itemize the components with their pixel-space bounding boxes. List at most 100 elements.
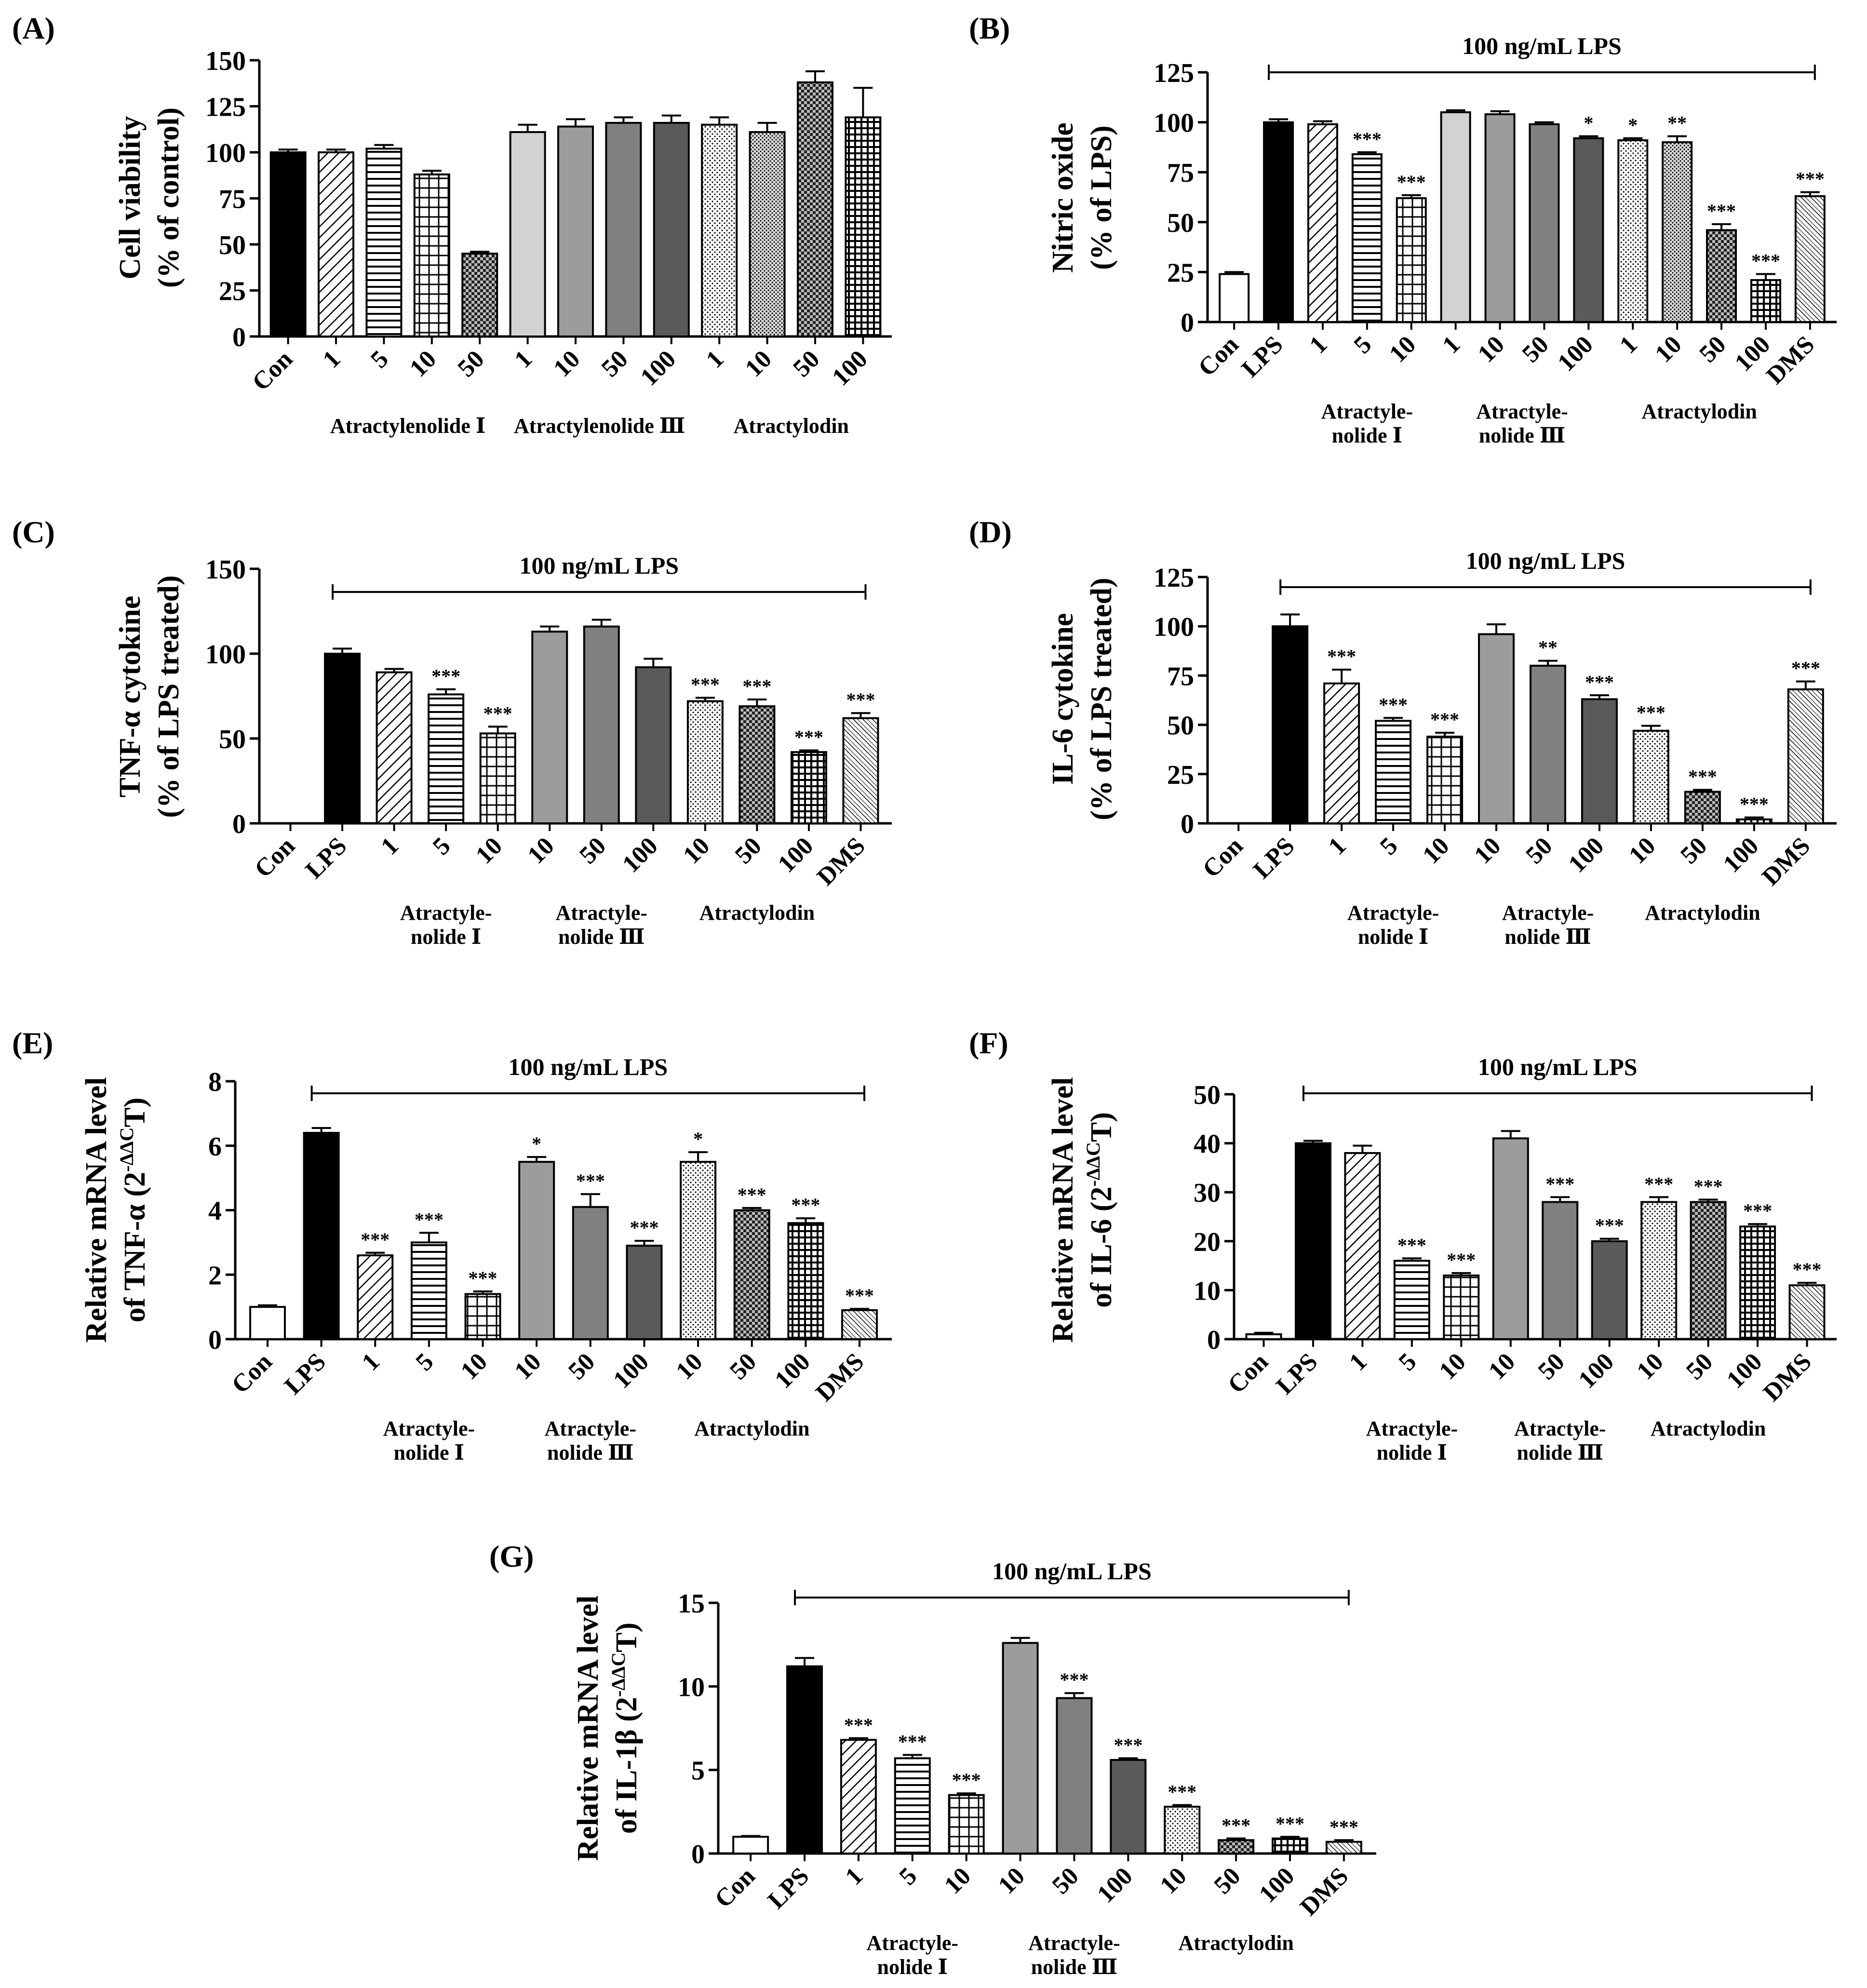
bar [531,631,568,824]
bar [413,173,450,337]
group-label: nolide Ⅲ [1504,925,1591,949]
bar [787,1222,824,1340]
group-label: nolide Ⅲ [558,925,645,949]
group-label: Atractyle- [1502,901,1594,925]
y-axis-label-line2: of TNF-α (2-ΔΔCT) [116,1098,151,1323]
significance-stars: *** [1793,1259,1822,1280]
bar [1272,625,1309,824]
bar [840,1739,877,1854]
y-tick-label: 75 [1167,661,1194,691]
lps-label: 100 ng/mL LPS [1462,32,1622,59]
bar [894,1757,931,1854]
y-tick-label: 8 [208,1067,222,1097]
bar [1640,1201,1678,1341]
x-tick-label: 50 [596,345,633,382]
lps-label: 100 ng/mL LPS [1466,547,1625,574]
significance-stars: * [1628,114,1638,136]
group-label: Atractylodin [1645,901,1760,925]
group-label: Atractyle- [383,1417,475,1440]
x-tick-label: Con [1197,832,1249,883]
x-tick-label: 50 [725,1348,762,1385]
x-tick-label: 100 [769,1348,815,1394]
x-tick-label: 100 [608,1348,654,1394]
x-tick-label: 10 [523,832,560,869]
y-tick-label: 100 [1154,108,1194,138]
y-axis-label-line1: IL-6 cytokine [1047,613,1079,785]
y-tick-label: 10 [678,1672,705,1702]
x-tick-label: 10 [1434,1348,1471,1385]
x-tick-label: 10 [740,345,777,382]
x-tick-label: Con [247,345,298,396]
group-label: Atractylodin [1641,400,1757,423]
bar [1440,111,1471,323]
bar [1218,1839,1255,1854]
significance-stars: *** [415,1209,443,1230]
group-label: Atractyle- [555,901,647,925]
bar [1325,1840,1362,1855]
x-tick-label: 1 [1323,832,1352,860]
group-label: Atractyle- [1514,1417,1606,1440]
y-tick-label: 25 [1167,258,1194,288]
x-tick-label: 1 [318,345,346,374]
bar [509,131,546,337]
bar [1529,123,1560,323]
x-tick-label: 10 [470,832,508,869]
y-axis-label-line1: Relative mRNA level [572,1596,604,1861]
y-tick-label: 50 [1167,711,1194,741]
lps-label: 100 ng/mL LPS [1478,1053,1638,1080]
x-tick-label: 1 [509,345,537,374]
y-axis-label-line2: (% of LPS treated) [1085,578,1118,820]
x-tick-label: Con [1193,331,1244,382]
chart-panel-5: (F) Relative mRNA level of IL-6 (2-ΔΔCT) 0 1… [969,1026,1837,1464]
x-tick-label: 5 [428,832,456,860]
y-label-prefix: of IL-6 (2 [1085,1186,1118,1307]
significance-stars: *** [952,1769,981,1791]
significance-stars: *** [1114,1734,1142,1756]
y-axis-label: Nitric oxide (% of LPS) [1047,122,1118,273]
y-tick-label: 25 [1167,760,1194,790]
bar [653,121,690,337]
bar [1393,1260,1430,1340]
significance-stars: *** [791,1194,820,1216]
bar [680,1161,717,1340]
bar [686,700,724,825]
x-tick-label: 10 [1155,1862,1192,1899]
group-label: Atractyle- [867,1931,959,1955]
bar [1542,1201,1579,1341]
significance-stars: *** [1644,1173,1673,1195]
x-tick-label: DMS [810,1348,869,1407]
bar [1351,153,1383,323]
bar [1323,682,1360,824]
y-tick-label: 10 [1194,1276,1221,1306]
x-tick-label: 100 [1552,331,1598,376]
x-tick-label: 50 [1533,1348,1570,1385]
bar [1271,1837,1308,1855]
group-label: nolide Ⅰ [1358,925,1429,949]
lps-label: 100 ng/mL LPS [992,1558,1152,1585]
x-tick-label: 10 [671,1348,708,1385]
bar [1794,195,1826,323]
x-tick-label: DMS [1761,331,1820,390]
x-tick-label: 100 [635,345,681,391]
x-tick-label: 100 [617,832,663,878]
bar [1662,141,1693,323]
bar [249,1306,286,1340]
y-axis-label-line1: Relative mRNA level [80,1077,113,1343]
bar [1591,1240,1628,1341]
bar [733,1209,770,1340]
bar [1690,1201,1727,1341]
significance-stars: *** [1707,200,1736,222]
group-label: Atractyle- [1028,1931,1120,1955]
x-tick-label: DMS [1295,1862,1354,1921]
x-tick-label: 10 [1624,832,1661,869]
x-tick-label: 10 [939,1862,976,1899]
significance-stars: *** [1796,168,1825,190]
significance-stars: *** [1545,1173,1574,1195]
y-tick-label: 0 [232,809,246,839]
y-axis-label-line2: of IL-1β (2-ΔΔCT) [607,1623,643,1834]
significance-stars: *** [1060,1669,1088,1691]
y-tick-label: 2 [208,1261,222,1290]
panel-label: (C) [12,515,55,549]
bar [626,1245,663,1340]
x-tick-label: Con [710,1862,761,1913]
